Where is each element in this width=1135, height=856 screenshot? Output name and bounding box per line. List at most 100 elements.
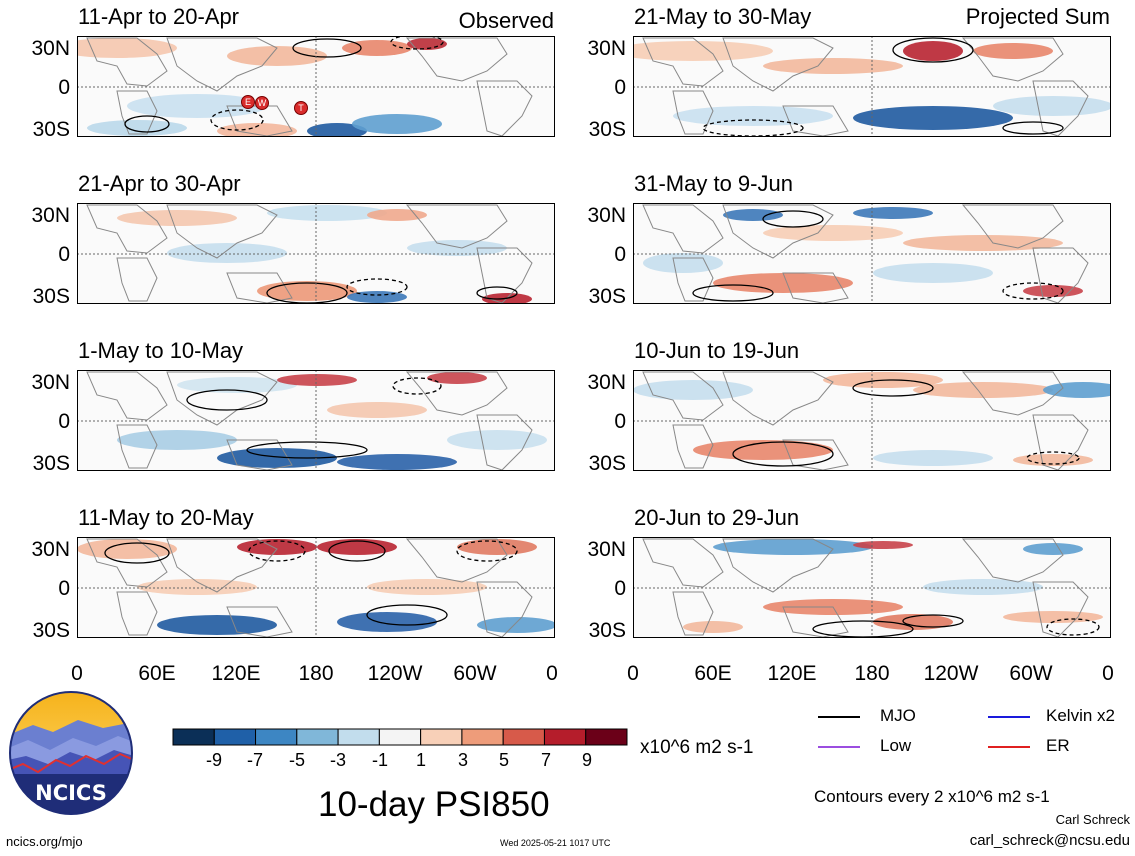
anomaly-shade [167, 243, 287, 263]
lat-label-eq: 0 [614, 76, 626, 99]
coastline [476, 247, 533, 304]
coastline [476, 80, 533, 137]
anomaly-shade [137, 579, 257, 595]
anomaly-shade [853, 541, 913, 549]
coastline [722, 371, 834, 426]
anomaly-shade [633, 41, 773, 61]
coastline [226, 105, 293, 137]
colorbar [172, 728, 628, 751]
coastline [166, 538, 278, 593]
mjo-contour [124, 115, 170, 133]
lat-label-30s: 30S [588, 619, 626, 642]
coastline [782, 105, 849, 137]
anomaly-shade [643, 253, 723, 273]
lon-label-180: 180 [854, 662, 890, 685]
lon-label-120w: 120W [367, 662, 423, 685]
anomaly-shade [477, 617, 555, 633]
lat-label-30n: 30N [587, 371, 626, 394]
lat-label-30s: 30S [32, 619, 70, 642]
lat-label-30n: 30N [31, 371, 70, 394]
anomaly-shade [87, 120, 187, 136]
map-frame [633, 203, 1111, 304]
anomaly-map-8 [633, 537, 1111, 638]
mjo-contour [1002, 282, 1064, 300]
logo-text: NCICS [35, 781, 107, 805]
mjo-contour [762, 210, 824, 228]
anomaly-shade [237, 539, 317, 555]
coastline [405, 204, 508, 249]
anomaly-shade [923, 579, 1043, 595]
mjo-contour [246, 441, 368, 459]
lat-label-30s: 30S [588, 285, 626, 308]
colorbar-swatch [337, 728, 380, 746]
coastline [86, 538, 168, 588]
lat-label-30s: 30S [32, 285, 70, 308]
anomaly-shade [367, 209, 427, 221]
lon-label-60w: 60W [1009, 662, 1053, 685]
lat-label-eq: 0 [614, 243, 626, 266]
colorbar-swatch [172, 728, 215, 746]
site-link[interactable]: ncics.org/mjo [6, 834, 83, 849]
coastline [722, 37, 834, 92]
colorbar-tick: 7 [540, 750, 551, 770]
anomaly-shade [713, 273, 853, 293]
coastline [722, 538, 834, 593]
colorbar-tick: -3 [329, 750, 346, 770]
lat-label-30s: 30S [32, 452, 70, 475]
lat-label-eq: 0 [58, 243, 70, 266]
mjo-contour [104, 542, 170, 564]
mjo-contour [366, 604, 448, 626]
anomaly-shade [352, 114, 442, 134]
anomaly-map-5 [633, 36, 1111, 137]
coastline [672, 424, 714, 469]
lat-label-30n: 30N [587, 538, 626, 561]
colorbar-tick: -9 [205, 750, 222, 770]
storm-marker-w: W [255, 96, 269, 110]
mjo-contour [892, 37, 974, 63]
anomaly-shade [673, 106, 833, 126]
mjo-contour [346, 278, 408, 296]
coastline [961, 538, 1064, 583]
legend-label-mjo: MJO [880, 706, 916, 725]
author-email[interactable]: carl_schreck@ncsu.edu [969, 832, 1130, 849]
coastline [642, 37, 724, 87]
coastline [642, 371, 724, 421]
coastline [405, 37, 508, 82]
coastline [86, 204, 168, 254]
panel-title-5: 21-May to 30-May [634, 4, 812, 29]
anomaly-shade [1003, 611, 1103, 623]
colorbar-tick: -1 [371, 750, 388, 770]
anomaly-shade [257, 281, 357, 301]
coastline [722, 204, 834, 259]
coastline [672, 591, 714, 636]
coastline [1032, 247, 1089, 304]
coastline [961, 371, 1064, 416]
anomaly-map-3 [77, 370, 555, 471]
anomaly-shade [713, 539, 873, 555]
coastline [1032, 80, 1089, 137]
legend-line-low [818, 746, 860, 748]
anomaly-map-1 [77, 36, 555, 137]
map-frame [77, 370, 555, 471]
coastline [86, 371, 168, 421]
coastline [476, 414, 533, 471]
colorbar-swatch [378, 728, 422, 746]
anomaly-shade [1013, 454, 1093, 466]
lat-label-30n: 30N [587, 204, 626, 227]
coastline [116, 591, 158, 636]
panel-tag-observed: Observed [458, 8, 554, 33]
colorbar-swatch [461, 728, 504, 746]
anomaly-shade [127, 94, 267, 118]
mjo-contour [1002, 121, 1064, 135]
coastline [1032, 581, 1089, 638]
anomaly-shade [317, 539, 397, 555]
anomaly-shade [763, 58, 903, 74]
coastline [672, 90, 714, 135]
map-frame [633, 36, 1111, 137]
lat-label-30n: 30N [31, 538, 70, 561]
anomaly-map-2 [77, 203, 555, 304]
mjo-contour [210, 109, 264, 131]
map-frame [77, 537, 555, 638]
colorbar-swatch [213, 728, 257, 746]
anomaly-shade [853, 106, 1013, 130]
